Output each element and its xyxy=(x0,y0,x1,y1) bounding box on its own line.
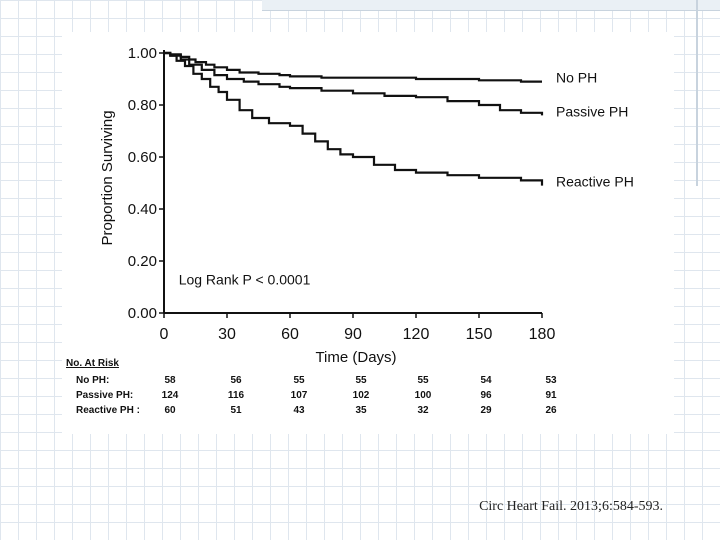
slide-top-band xyxy=(262,0,720,11)
y-tick-label: 0.60 xyxy=(128,149,157,166)
series-line-passive-ph xyxy=(164,51,544,116)
y-axis-label: Proportion Surviving xyxy=(99,110,116,245)
x-tick-label: 120 xyxy=(403,326,430,343)
survival-chart: 0.00 0.20 0.60 0.40 0.80 1.00 0 30 60 90 120 150 180… xyxy=(99,45,634,366)
y-tick-label: 0.20 xyxy=(128,253,157,270)
at-risk-row-label: Passive PH: xyxy=(76,390,134,401)
at-risk-count: 116 xyxy=(227,390,245,401)
at-risk-count: 56 xyxy=(230,375,242,386)
at-risk-count: 124 xyxy=(161,390,179,401)
series-label-reactive-ph: Reactive PH xyxy=(556,174,634,190)
y-tick-label: 0.00 xyxy=(128,305,157,322)
y-tick-label: 1.00 xyxy=(128,45,157,62)
at-risk-count: 55 xyxy=(293,375,305,386)
slide-side-rule xyxy=(696,0,698,186)
at-risk-count: 107 xyxy=(290,390,308,401)
at-risk-count: 55 xyxy=(417,375,429,386)
at-risk-count: 32 xyxy=(417,405,429,416)
at-risk-row-label: Reactive PH : xyxy=(76,405,140,416)
at-risk-count: 60 xyxy=(164,405,176,416)
at-risk-count: 53 xyxy=(545,375,557,386)
x-tick-label: 0 xyxy=(160,326,169,343)
x-axis-label: Time (Days) xyxy=(315,349,396,366)
at-risk-count: 91 xyxy=(545,390,557,401)
series-line-reactive-ph xyxy=(164,51,544,186)
at-risk-title: No. At Risk xyxy=(66,358,119,369)
at-risk-count: 54 xyxy=(480,375,492,386)
at-risk-count: 100 xyxy=(414,390,432,401)
x-tick-label: 90 xyxy=(344,326,362,343)
at-risk-table: No. At Risk No PH: 58 56 55 55 55 54 53 Passive … xyxy=(62,358,622,428)
at-risk-row-label: No PH: xyxy=(76,375,110,386)
x-tick-label: 60 xyxy=(281,326,299,343)
x-tick-label: 30 xyxy=(218,326,236,343)
log-rank-annotation: Log Rank P < 0.0001 xyxy=(179,271,311,287)
at-risk-count: 55 xyxy=(355,375,367,386)
y-tick-label: 0.80 xyxy=(128,97,157,114)
citation-text: Circ Heart Fail. 2013;6:584-593. xyxy=(479,499,663,514)
at-risk-count: 29 xyxy=(480,405,492,416)
at-risk-count: 58 xyxy=(164,375,176,386)
x-tick-label: 180 xyxy=(529,326,556,343)
series-label-no-ph: No PH xyxy=(556,70,597,86)
series-label-passive-ph: Passive PH xyxy=(556,103,628,119)
at-risk-count: 26 xyxy=(545,405,557,416)
at-risk-count: 43 xyxy=(293,405,305,416)
series-line-no-ph xyxy=(164,51,542,83)
x-tick-label: 150 xyxy=(466,326,493,343)
at-risk-count: 102 xyxy=(352,390,370,401)
at-risk-count: 96 xyxy=(480,390,492,401)
at-risk-count: 51 xyxy=(230,405,242,416)
at-risk-count: 35 xyxy=(355,405,367,416)
y-tick-label: 0.40 xyxy=(128,201,157,218)
figure-panel: 0.00 0.20 0.60 0.40 0.80 1.00 0 30 60 90 120 150 180… xyxy=(62,32,674,434)
